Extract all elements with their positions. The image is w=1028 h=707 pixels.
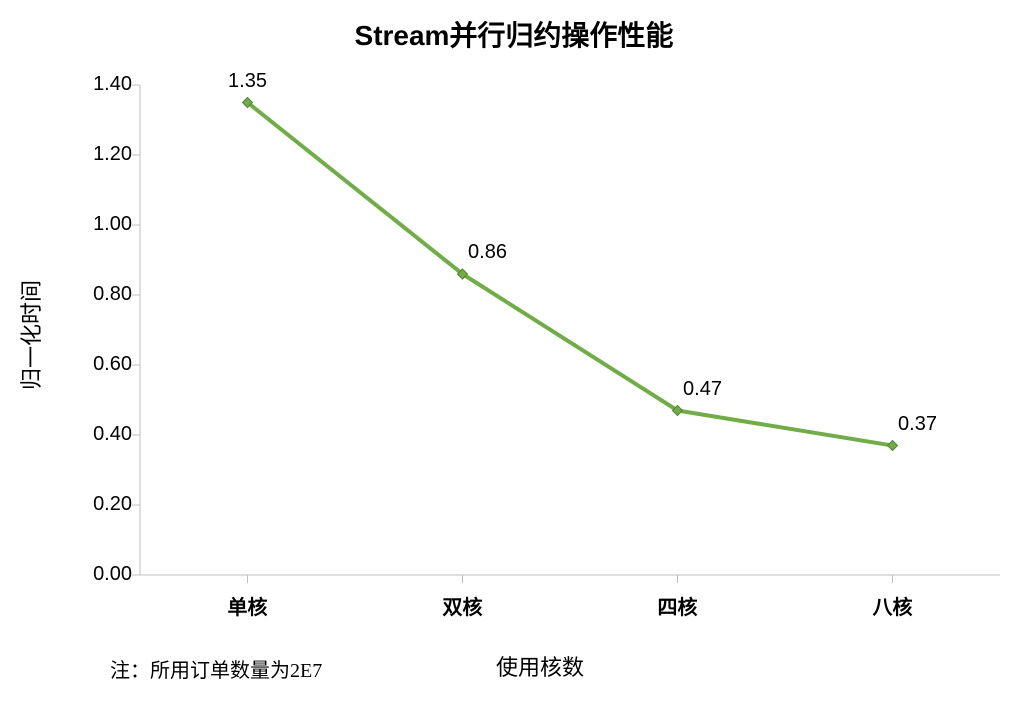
data-point-label: 0.86 bbox=[448, 241, 528, 264]
y-axis-title: 归一化时间 bbox=[14, 235, 46, 435]
y-tick-label: 1.20 bbox=[62, 143, 132, 166]
chart-container: Stream并行归约操作性能 归一化时间 使用核数 注：所用订单数量为2E7 0… bbox=[0, 0, 1028, 707]
data-point-label: 1.35 bbox=[208, 70, 288, 93]
chart-footnote: 注：所用订单数量为2E7 bbox=[110, 654, 322, 683]
x-category-label: 八核 bbox=[833, 591, 953, 620]
data-point-label: 0.37 bbox=[878, 413, 958, 436]
y-tick-label: 0.80 bbox=[62, 283, 132, 306]
y-tick-label: 0.60 bbox=[62, 353, 132, 376]
x-category-label: 单核 bbox=[188, 591, 308, 620]
x-category-label: 四核 bbox=[618, 591, 738, 620]
chart-svg bbox=[140, 85, 1000, 575]
y-tick-label: 0.40 bbox=[62, 423, 132, 446]
y-tick-label: 0.20 bbox=[62, 493, 132, 516]
x-category-label: 双核 bbox=[403, 591, 523, 620]
plot-area bbox=[140, 85, 1000, 575]
x-axis-title: 使用核数 bbox=[440, 650, 640, 682]
y-tick-label: 1.00 bbox=[62, 213, 132, 236]
data-point-label: 0.47 bbox=[663, 378, 743, 401]
y-tick-label: 1.40 bbox=[62, 73, 132, 96]
chart-title: Stream并行归约操作性能 bbox=[0, 14, 1028, 54]
y-tick-label: 0.00 bbox=[62, 563, 132, 586]
